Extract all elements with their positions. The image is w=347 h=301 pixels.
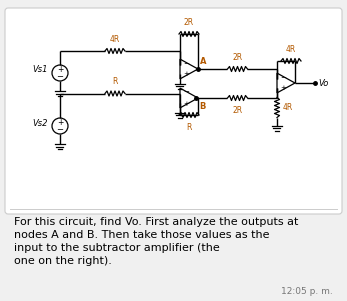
Text: one on the right).: one on the right). — [14, 256, 112, 266]
Text: 2R: 2R — [232, 106, 243, 115]
Text: +: + — [57, 118, 63, 127]
Text: −: − — [280, 75, 286, 80]
Text: +: + — [183, 72, 189, 77]
Text: nodes A and B. Then take those values as the: nodes A and B. Then take those values as… — [14, 230, 270, 240]
Text: 4R: 4R — [110, 35, 120, 44]
FancyBboxPatch shape — [5, 8, 342, 214]
Text: Vs2: Vs2 — [33, 119, 48, 128]
Text: +: + — [183, 101, 189, 107]
Text: R: R — [186, 123, 192, 132]
Text: 12:05 p. m.: 12:05 p. m. — [281, 287, 333, 296]
Text: −: − — [183, 61, 189, 67]
Text: −: − — [57, 72, 64, 81]
Text: Vo: Vo — [318, 79, 328, 88]
Text: B: B — [199, 102, 205, 111]
Text: 2R: 2R — [184, 18, 194, 27]
Text: input to the subtractor amplifier (the: input to the subtractor amplifier (the — [14, 243, 220, 253]
Text: 2R: 2R — [232, 53, 243, 62]
Text: A: A — [200, 57, 206, 66]
Text: Vs1: Vs1 — [33, 66, 48, 75]
Text: For this circuit, find Vo. First analyze the outputs at: For this circuit, find Vo. First analyze… — [14, 217, 298, 227]
Text: −: − — [57, 125, 64, 134]
Text: R: R — [112, 77, 118, 86]
Text: +: + — [57, 65, 63, 74]
Text: −: − — [183, 89, 189, 95]
Text: 4R: 4R — [286, 45, 296, 54]
Text: +: + — [280, 85, 286, 92]
Text: 4R: 4R — [283, 103, 293, 112]
